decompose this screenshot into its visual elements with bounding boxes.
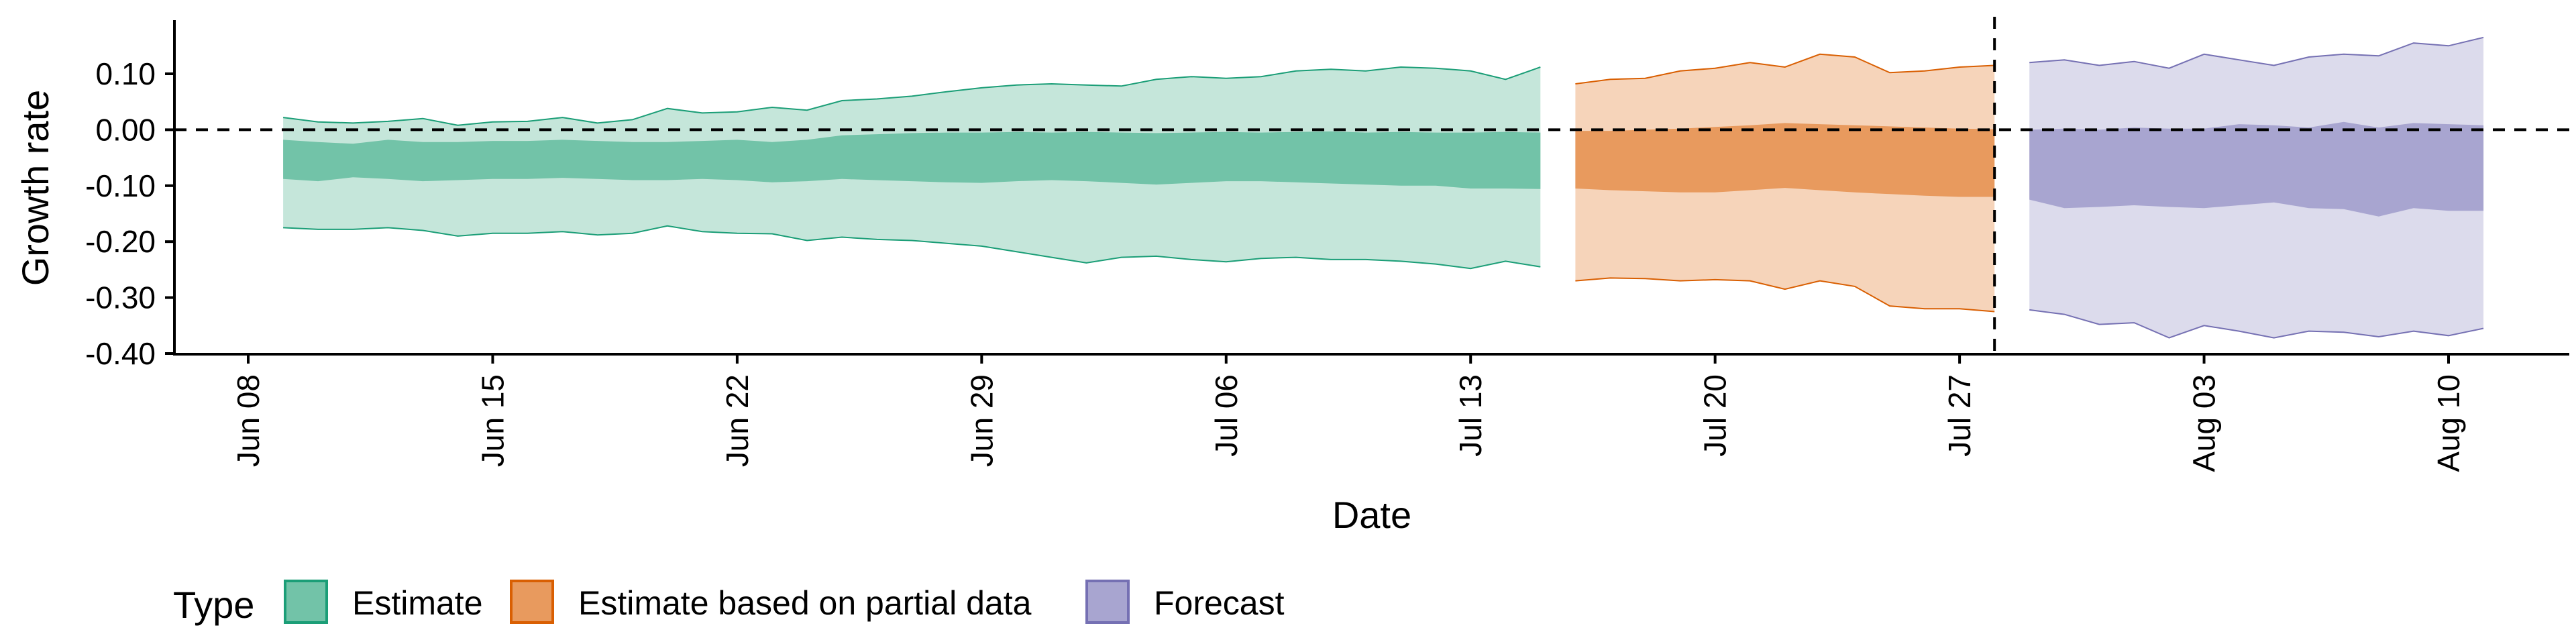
band-lower-line-estimate-based-on-partial-data [1575, 277, 1995, 313]
series-forecast [2029, 36, 2484, 339]
y-tick-label: 0.10 [95, 56, 156, 91]
legend-swatch-forecast [1085, 580, 1130, 624]
x-tick-label: Jul 20 [1698, 374, 1733, 457]
x-tick-label: Jun 08 [231, 374, 266, 467]
x-tick-label: Jun 15 [475, 374, 510, 467]
x-tick-label: Aug 10 [2431, 374, 2466, 472]
band-inner-estimate [283, 131, 1541, 189]
band-upper-line-estimate-based-on-partial-data [1575, 53, 1995, 85]
y-axis-title: Growth rate [14, 90, 56, 286]
y-tick-label: -0.30 [85, 280, 156, 315]
band-upper-line-forecast [2029, 36, 2484, 69]
legend: Type Estimate Estimate based on partial d… [173, 580, 1285, 626]
y-tick-label: -0.10 [85, 168, 156, 203]
band-upper-line-estimate [282, 66, 1541, 126]
x-tick-label: Jul 06 [1209, 374, 1244, 457]
series-estimate [282, 66, 1541, 270]
x-tick-label: Jul 13 [1453, 374, 1488, 457]
band-lower-line-estimate [283, 225, 1541, 270]
y-tick-label: -0.40 [85, 336, 156, 371]
legend-swatch-estimate-based-on-partial-data [510, 580, 554, 624]
y-tick-label: 0.00 [95, 112, 156, 147]
x-tick-label: Jul 27 [1942, 374, 1977, 457]
band-lower-line-forecast [2029, 309, 2484, 339]
series-estimate-based-on-partial-data [1575, 53, 1995, 313]
legend-label-estimate-based-on-partial-data: Estimate based on partial data [578, 584, 1032, 622]
band-inner-forecast [2029, 121, 2484, 217]
legend-label-estimate: Estimate [352, 584, 483, 622]
x-tick-label: Jun 22 [720, 374, 755, 467]
x-axis-title: Date [1332, 494, 1411, 536]
band-inner-estimate-based-on-partial-data [1575, 123, 1995, 197]
series-bands [282, 36, 2484, 339]
x-tick-label: Aug 03 [2187, 374, 2222, 472]
legend-swatch-estimate [284, 580, 328, 624]
y-axis-ticks: -0.40 -0.30 -0.20 -0.10 0.00 0.10 [85, 56, 174, 371]
legend-label-forecast: Forecast [1154, 584, 1285, 622]
x-axis-ticks: Jun 08 Jun 15 Jun 22 Jun 29 Jul 06 Jul 13 Jul … [231, 354, 2466, 472]
y-tick-label: -0.20 [85, 224, 156, 259]
x-tick-label: Jun 29 [964, 374, 999, 467]
legend-title: Type [173, 584, 254, 626]
